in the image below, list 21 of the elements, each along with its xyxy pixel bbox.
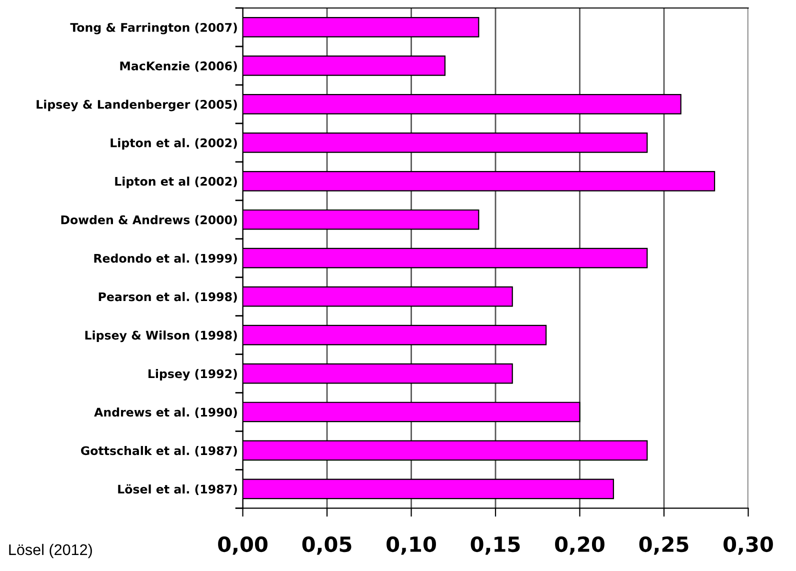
y-tick-label: MacKenzie (2006) [120,61,237,72]
text: Lösel (2012) [9,544,92,558]
y-tick-label: Dowden & Andrews (2000) [61,215,237,226]
x-tick-label: 0,30 [724,536,773,555]
x-tick-label: 0,10 [386,536,436,555]
x-tick-label: 0,00 [218,536,268,555]
x-tick-label: 0,05 [302,536,352,555]
y-tick-label: Pearson et al. (1998) [98,292,237,303]
y-tick-label: Lipton et al. (2002) [110,138,237,150]
y-tick-label: Andrews et al. (1990) [94,408,237,418]
y-tick-label: Lösel et al. (1987) [118,484,237,495]
y-tick-label: Gottschalk et al. (1987) [81,446,237,457]
y-tick-label: Lipsey & Wilson (1998) [85,330,237,342]
y-tick-label: Tong & Farrington (2007) [70,22,237,34]
x-tick-label: 0,25 [639,536,688,555]
x-tick-label: 0,15 [470,536,520,555]
y-tick-label: Lipsey & Landenberger (2005) [36,100,237,112]
y-tick-label: Lipsey (1992) [148,369,237,381]
x-tick-label: 0,20 [555,536,604,555]
y-tick-label: Redondo et al. (1999) [94,254,237,264]
y-tick-label: Lipton et al (2002) [115,176,237,188]
